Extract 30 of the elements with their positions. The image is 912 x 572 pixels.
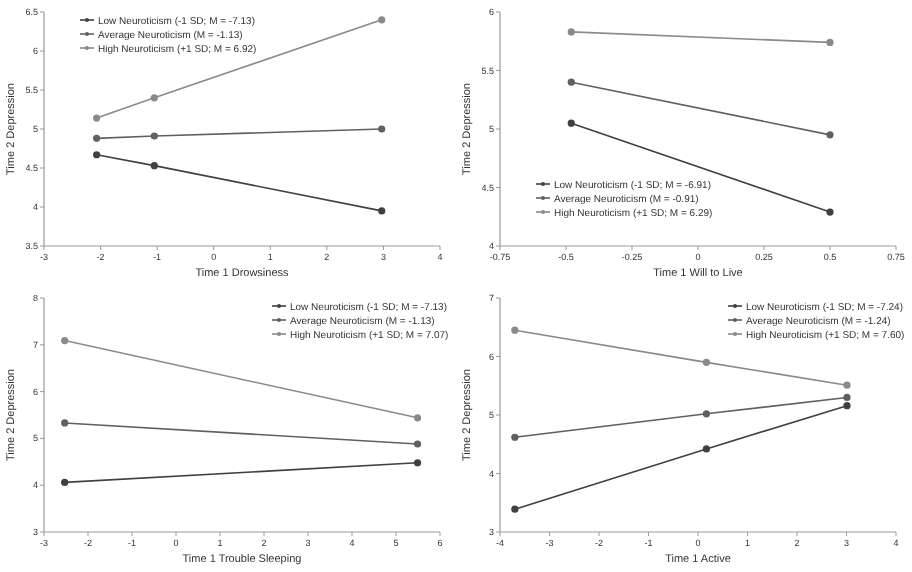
point [567, 78, 575, 86]
point [378, 16, 386, 24]
point [702, 358, 711, 366]
point [61, 419, 69, 427]
point [61, 336, 69, 345]
point [843, 393, 851, 402]
point [93, 151, 101, 159]
point [413, 440, 422, 448]
point [93, 114, 101, 122]
point [378, 125, 386, 133]
point [413, 459, 422, 467]
point [843, 381, 851, 389]
point [567, 28, 575, 36]
point [93, 134, 101, 142]
point [511, 505, 519, 513]
point [826, 38, 834, 47]
point [511, 326, 519, 334]
point [843, 402, 851, 410]
point [378, 207, 386, 215]
point [826, 131, 834, 139]
point [61, 478, 69, 486]
point [413, 414, 422, 422]
point [150, 162, 158, 170]
point [702, 445, 711, 453]
point [150, 94, 158, 102]
point [511, 433, 519, 441]
point [150, 132, 158, 140]
point [567, 119, 575, 127]
point [826, 208, 834, 216]
point [702, 410, 711, 418]
